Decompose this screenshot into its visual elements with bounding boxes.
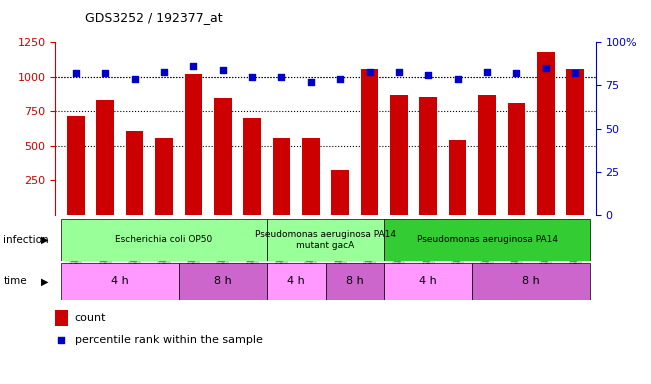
Bar — [508, 103, 525, 215]
Text: GDS3252 / 192377_at: GDS3252 / 192377_at — [85, 12, 222, 25]
Point — [570, 70, 580, 76]
Point — [188, 63, 199, 70]
Point — [100, 70, 111, 76]
Bar — [478, 95, 496, 215]
Text: time: time — [3, 276, 27, 286]
Bar — [384, 263, 473, 300]
Bar — [566, 68, 584, 215]
Bar — [267, 263, 326, 300]
Bar — [155, 137, 173, 215]
Bar — [331, 170, 349, 215]
Bar — [273, 137, 290, 215]
Point — [365, 68, 375, 74]
Text: ▶: ▶ — [41, 276, 49, 286]
Point — [159, 68, 169, 74]
Bar — [61, 219, 267, 261]
Bar — [326, 263, 384, 300]
Point — [511, 70, 521, 76]
Text: count: count — [75, 313, 106, 323]
Text: 4 h: 4 h — [111, 276, 129, 286]
Point — [394, 68, 404, 74]
Point — [305, 79, 316, 85]
Bar — [390, 95, 408, 215]
Bar — [214, 98, 232, 215]
Bar — [419, 97, 437, 215]
Text: 8 h: 8 h — [346, 276, 364, 286]
Bar — [178, 263, 267, 300]
Point — [335, 76, 346, 82]
Bar — [267, 219, 384, 261]
Bar — [537, 52, 555, 215]
Point — [276, 74, 286, 80]
Text: Pseudomonas aeruginosa PA14: Pseudomonas aeruginosa PA14 — [417, 235, 557, 245]
Point — [71, 70, 81, 76]
Point — [482, 68, 492, 74]
Bar — [126, 131, 143, 215]
Point — [247, 74, 257, 80]
Bar — [243, 118, 261, 215]
Bar — [449, 140, 467, 215]
Text: 4 h: 4 h — [287, 276, 305, 286]
Bar — [55, 310, 68, 326]
Bar — [96, 100, 114, 215]
Text: 4 h: 4 h — [419, 276, 437, 286]
Bar — [67, 116, 85, 215]
Point — [423, 72, 434, 78]
Point — [452, 76, 463, 82]
Bar — [473, 263, 590, 300]
Text: Escherichia coli OP50: Escherichia coli OP50 — [115, 235, 213, 245]
Bar — [302, 137, 320, 215]
Text: Pseudomonas aeruginosa PA14
mutant gacA: Pseudomonas aeruginosa PA14 mutant gacA — [255, 230, 396, 250]
Bar — [184, 74, 202, 215]
Text: infection: infection — [3, 235, 49, 245]
Text: 8 h: 8 h — [522, 276, 540, 286]
Point — [56, 337, 66, 343]
Point — [130, 76, 140, 82]
Bar — [384, 219, 590, 261]
Point — [217, 67, 228, 73]
Bar — [361, 69, 378, 215]
Text: percentile rank within the sample: percentile rank within the sample — [75, 335, 263, 345]
Point — [540, 65, 551, 71]
Text: 8 h: 8 h — [214, 276, 232, 286]
Bar — [61, 263, 178, 300]
Text: ▶: ▶ — [41, 235, 49, 245]
